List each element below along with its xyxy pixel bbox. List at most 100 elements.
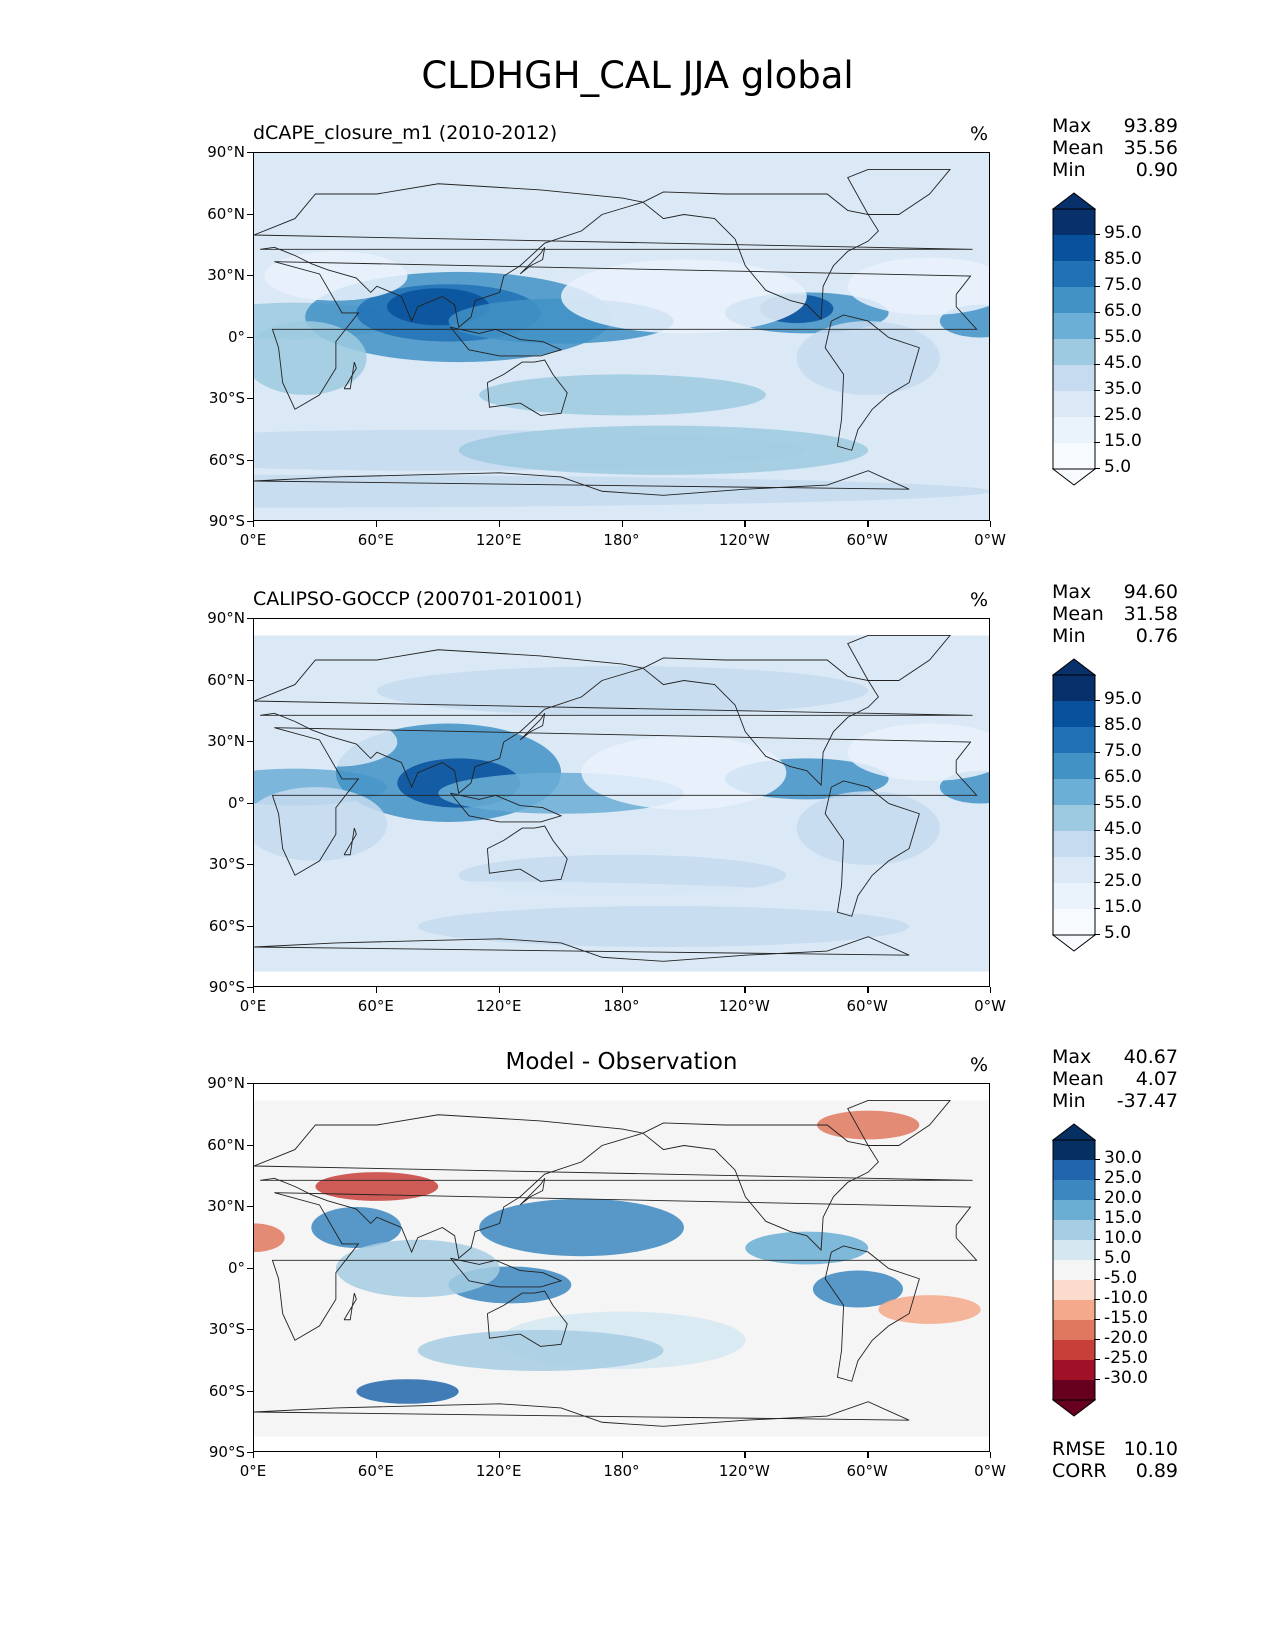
colorbar-tick (1094, 1359, 1100, 1361)
longitude-tick (744, 521, 746, 527)
colorbar-tick-label: 75.0 (1104, 275, 1142, 295)
stat-row: CORR 0.89 (1052, 1460, 1178, 1482)
coastline (254, 183, 973, 329)
coastline (271, 1192, 978, 1341)
latitude-tick (247, 679, 253, 681)
stat-row: Min 0.90 (1052, 159, 1178, 181)
longitude-tick-label: 180° (603, 531, 640, 549)
units-label: % (970, 1054, 989, 1076)
longitude-tick (867, 1452, 869, 1458)
coastline (254, 649, 973, 795)
colorbar-extend-min (1052, 1399, 1096, 1417)
latitude-tick-label: 90°N (207, 143, 245, 161)
contour-patch (274, 717, 398, 767)
longitude-tick (621, 521, 623, 527)
colorbar-extend-max (1052, 192, 1096, 210)
latitude-tick-label: 60°S (208, 916, 245, 935)
colorbar-tick-label: 55.0 (1104, 793, 1142, 813)
coastline (254, 1401, 910, 1427)
colorbar-segment (1053, 727, 1095, 754)
latitude-tick (247, 925, 253, 927)
latitude-tick (247, 802, 253, 804)
contour-layer (254, 1110, 981, 1404)
stat-value: 40.67 (1123, 1046, 1178, 1068)
coastline (450, 326, 563, 357)
contour-patch (376, 666, 869, 716)
stat-row: Max 94.60 (1052, 581, 1178, 603)
colorbar-tick-label: 65.0 (1104, 767, 1142, 787)
colorbar-segment (1053, 883, 1095, 910)
colorbar-tick (1094, 338, 1100, 340)
coastline (519, 247, 546, 275)
colorbar-segment (1053, 339, 1095, 366)
latitude-tick (247, 152, 253, 154)
stat-label: RMSE (1052, 1438, 1106, 1460)
longitude-tick-label: 120°W (718, 997, 770, 1015)
colorbar-tick-label: 20.0 (1104, 1188, 1142, 1208)
colorbar-tick-label: -20.0 (1104, 1328, 1148, 1348)
colorbar-tick-label: -5.0 (1104, 1268, 1138, 1288)
contour-patch (315, 1172, 439, 1201)
contour-patch (417, 906, 910, 947)
longitude-tick (744, 1452, 746, 1458)
colorbar-tick-label: -10.0 (1104, 1288, 1148, 1308)
contour-patch (581, 345, 746, 371)
contour-patch (561, 259, 807, 334)
colorbar-tick-label: 75.0 (1104, 741, 1142, 761)
map-canvas (254, 153, 989, 520)
coastline (486, 825, 568, 882)
contour-patch (311, 1207, 402, 1248)
stat-label: Max (1052, 1046, 1092, 1068)
latitude-tick-label: 30°S (208, 855, 245, 873)
map-panel[interactable] (253, 152, 990, 521)
colorbar-extend-max (1052, 658, 1096, 676)
coastline (450, 1257, 563, 1288)
contour-patch (335, 1239, 500, 1298)
longitude-tick-label: 180° (603, 1462, 640, 1480)
contour-patch (581, 735, 787, 810)
stat-label: Max (1052, 115, 1092, 137)
latitude-tick-label: 60°S (208, 450, 245, 469)
colorbar-tick-label: -25.0 (1104, 1348, 1148, 1368)
colorbar-tick (1094, 442, 1100, 444)
colorbar (1052, 1123, 1096, 1417)
stats-box: Max 93.89 Mean 35.56 Min 0.90 (1052, 115, 1178, 181)
contour-patch (479, 374, 766, 416)
coastline (642, 191, 879, 321)
contour-patch (417, 1330, 664, 1371)
latitude-tick-label: 90°N (207, 1074, 245, 1092)
longitude-tick-label: 0°W (974, 531, 1006, 549)
coastline (824, 314, 920, 451)
coastline (343, 361, 357, 390)
colorbar-tick-label: 55.0 (1104, 327, 1142, 347)
longitude-tick-label: 0°E (239, 531, 267, 549)
colorbar-segment (1053, 1220, 1095, 1241)
colorbar-tick-label: 25.0 (1104, 871, 1142, 891)
stat-row: Min 0.76 (1052, 625, 1178, 647)
map-canvas (254, 1084, 989, 1451)
contour-patch (254, 787, 388, 861)
colorbar-tick (1094, 856, 1100, 858)
map-panel[interactable] (253, 1083, 990, 1452)
coastline (486, 359, 568, 416)
colorbar (1052, 658, 1096, 952)
colorbar-tick (1094, 1219, 1100, 1221)
longitude-tick-label: 60°E (357, 531, 394, 549)
colorbar-segment (1053, 209, 1095, 236)
colorbar-tick (1094, 416, 1100, 418)
coastline (519, 1178, 546, 1206)
latitude-tick-label: 90°S (208, 1443, 245, 1461)
latitude-tick (247, 618, 253, 620)
longitude-tick-label: 60°W (846, 531, 888, 549)
colorbar-tick (1094, 752, 1100, 754)
latitude-tick-label: 60°N (207, 204, 245, 223)
colorbar-segment (1053, 313, 1095, 340)
coastline (450, 792, 563, 823)
colorbar-tick (1094, 1279, 1100, 1281)
stat-value: -37.47 (1116, 1090, 1178, 1112)
colorbar-tick (1094, 390, 1100, 392)
map-panel[interactable] (253, 618, 990, 987)
latitude-tick-label: 60°N (207, 670, 245, 689)
latitude-tick-label: 90°N (207, 609, 245, 627)
coastline (847, 1099, 952, 1146)
